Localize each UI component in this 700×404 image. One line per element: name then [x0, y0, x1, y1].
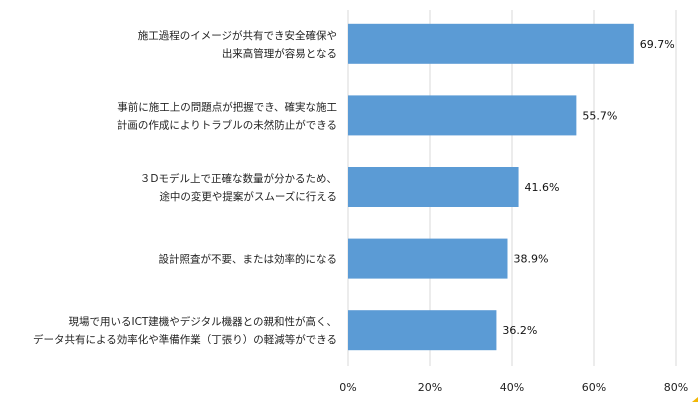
- bar: [348, 167, 519, 207]
- value-label: 69.7%: [640, 38, 675, 51]
- category-label: データ共有による効率化や準備作業（丁張り）の軽減等ができる: [33, 333, 337, 346]
- x-tick-label: 80%: [664, 381, 688, 394]
- value-label: 55.7%: [582, 109, 617, 122]
- corner-mark: [692, 397, 698, 402]
- category-label: 現場で用いるICT建機やデジタル機器との親和性が高く、: [68, 315, 337, 328]
- category-label: ３Dモデル上で正確な数量が分かるため、: [140, 172, 337, 185]
- category-labels: 施工過程のイメージが共有でき安全確保や出来高管理が容易となる事前に施工上の問題点…: [33, 29, 337, 346]
- x-tick-label: 40%: [500, 381, 524, 394]
- x-axis-tick-labels: 0% 20% 40% 60% 80%: [339, 381, 688, 394]
- category-label: 設計照査が不要、または効率的になる: [159, 253, 338, 266]
- x-tick-label: 20%: [418, 381, 442, 394]
- x-tick-label: 60%: [582, 381, 606, 394]
- value-label: 38.9%: [513, 253, 548, 266]
- category-label: 計画の作成によりトラブルの未然防止ができる: [117, 118, 337, 131]
- bar: [348, 238, 508, 279]
- bars: [348, 23, 634, 351]
- bar: [348, 310, 497, 351]
- category-label: 事前に施工上の問題点が把握でき、確実な施工: [117, 100, 337, 113]
- category-label: 出来高管理が容易となる: [222, 47, 337, 60]
- category-label: 途中の変更や提案がスムーズに行える: [159, 190, 337, 203]
- value-labels: 69.7% 55.7% 41.6% 38.9% 36.2%: [502, 38, 674, 337]
- x-tick-label: 0%: [339, 381, 356, 394]
- category-label: 施工過程のイメージが共有でき安全確保や: [138, 29, 337, 42]
- value-label: 36.2%: [502, 324, 537, 337]
- bar: [348, 95, 577, 136]
- bar: [348, 23, 634, 64]
- value-label: 41.6%: [525, 181, 560, 194]
